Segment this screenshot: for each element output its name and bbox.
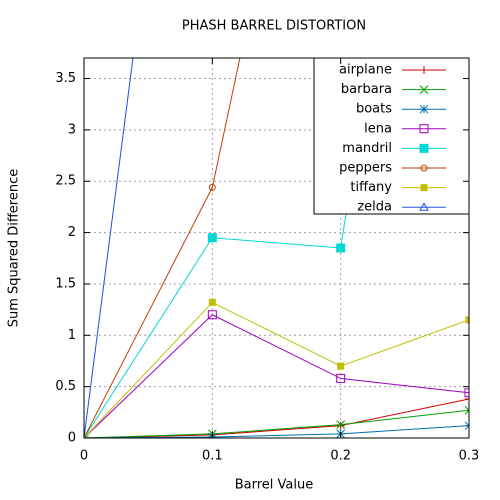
marker: [336, 420, 346, 430]
x-tick-label: 0: [80, 449, 88, 464]
legend-label: airplane: [339, 63, 392, 78]
series-line: [84, 409, 469, 438]
x-axis-label: Barrel Value: [235, 478, 314, 493]
marker: [336, 373, 346, 383]
marker: [207, 310, 217, 320]
marker: [208, 298, 216, 306]
marker: [420, 164, 428, 172]
series-line: [84, 314, 469, 438]
marker: [337, 362, 345, 370]
series-line: [84, 425, 469, 438]
series-line: [84, 58, 371, 438]
y-tick-label: 3: [68, 122, 76, 137]
marker: [420, 184, 428, 192]
x-tick-label: 0.2: [330, 449, 351, 464]
y-tick-label: 0: [68, 431, 76, 446]
marker: [464, 388, 469, 398]
series-line: [84, 398, 469, 438]
marker: [420, 66, 428, 74]
legend: airplane barbara boats lena mandril peppers ti…: [313, 57, 470, 215]
y-axis-label: Sum Squared Difference: [7, 169, 22, 327]
legend-label: peppers: [339, 161, 392, 176]
y-tick-label: 1.5: [55, 276, 76, 291]
marker: [336, 421, 345, 430]
legend-label: boats: [356, 102, 392, 117]
plot-frame: [83, 57, 470, 439]
x-tick-label: 0.3: [459, 449, 480, 464]
marker: [465, 394, 469, 403]
marker: [419, 202, 429, 211]
legend-label: tiffany: [350, 180, 392, 195]
y-tick-label: 2: [68, 225, 76, 240]
legend-label: lena: [364, 121, 392, 136]
marker: [465, 316, 469, 324]
legend-label: mandril: [342, 141, 392, 156]
marker: [464, 405, 469, 415]
x-tick-label: 0.1: [202, 449, 223, 464]
marker: [419, 124, 429, 134]
series-line: [84, 58, 241, 438]
legend-label: zelda: [357, 200, 392, 215]
y-tick-label: 3.5: [55, 71, 76, 86]
marker: [419, 143, 429, 153]
chart-title: PHASH BARREL DISTORTION: [182, 19, 366, 34]
series-line: [84, 301, 469, 438]
marker: [207, 233, 217, 243]
legend-label: barbara: [341, 82, 392, 97]
marker: [419, 104, 429, 114]
marker: [208, 183, 216, 191]
y-tick-label: 2.5: [55, 174, 76, 189]
marker: [419, 85, 429, 94]
marker: [336, 243, 346, 253]
y-tick-label: 0.5: [55, 379, 76, 394]
series-line: [84, 58, 134, 438]
y-tick-label: 1: [68, 328, 76, 343]
